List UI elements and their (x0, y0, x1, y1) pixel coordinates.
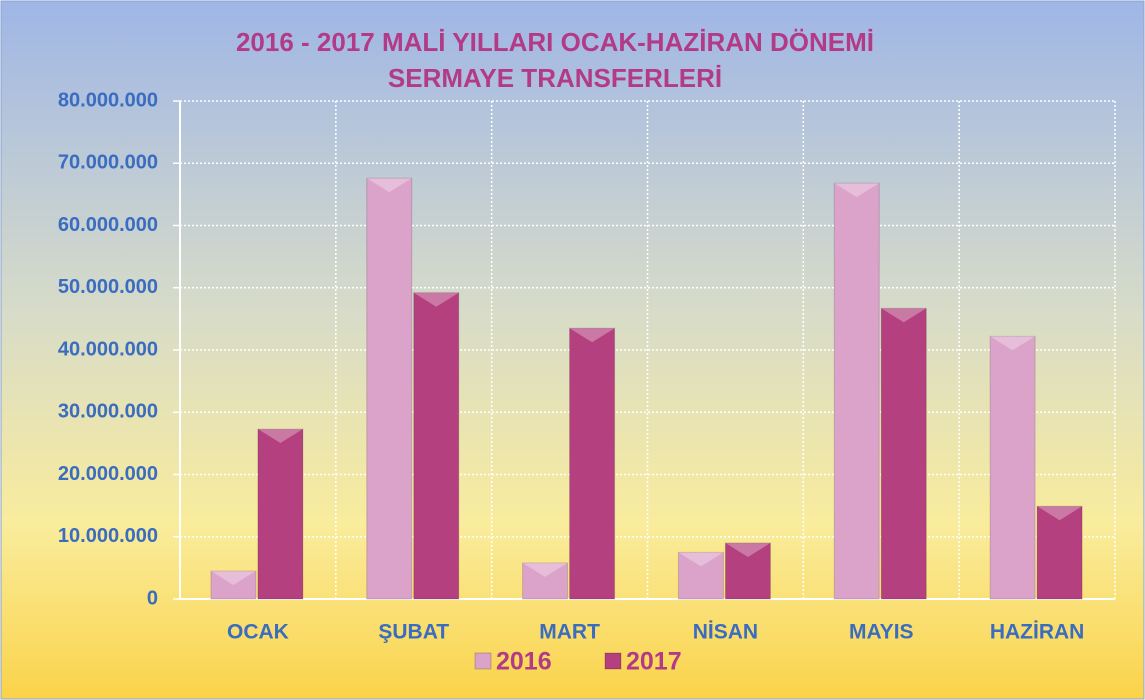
bar-bevel (569, 328, 615, 343)
bar-bevel (210, 570, 256, 585)
y-tick-label: 50.000.000 (58, 276, 158, 298)
bar-bevel (366, 178, 412, 193)
x-tick-label: OCAK (227, 621, 289, 644)
bar-bevel (881, 308, 927, 323)
y-tick-label: 80.000.000 (58, 89, 158, 111)
bar (880, 307, 927, 600)
y-tick-label: 10.000.000 (58, 525, 158, 547)
bar-bevel (725, 542, 771, 557)
bar (210, 570, 257, 600)
x-tick-label: NİSAN (693, 621, 758, 644)
bar (677, 551, 724, 600)
x-tick-label: ŞUBAT (378, 621, 449, 644)
bar (833, 182, 880, 600)
bar-bevel (522, 562, 568, 577)
bar-bevel (257, 429, 303, 444)
legend-marker (604, 652, 622, 670)
y-tick-label: 40.000.000 (58, 338, 158, 360)
legend-label: 2016 (496, 648, 552, 676)
bar (522, 562, 569, 600)
bar (724, 542, 771, 600)
y-tick-label: 70.000.000 (58, 152, 158, 174)
bar-bevel (1037, 506, 1083, 521)
bar-bevel (678, 552, 724, 567)
x-tick-label: MART (539, 621, 600, 644)
bar-bevel (990, 336, 1036, 351)
chart-subtitle: SERMAYE TRANSFERLERİ (388, 63, 722, 93)
legend-marker (474, 652, 492, 670)
y-tick-label: 60.000.000 (58, 214, 158, 236)
x-tick-label: HAZİRAN (990, 621, 1085, 644)
bar (569, 327, 616, 600)
legend-label: 2017 (626, 648, 682, 676)
y-tick-label: 30.000.000 (58, 401, 158, 423)
y-tick-label: 0 (147, 587, 158, 609)
bar-bevel (413, 292, 459, 307)
bar (989, 335, 1036, 600)
chart-title: 2016 - 2017 MALİ YILLARI OCAK-HAZİRAN DÖ… (236, 27, 874, 57)
bar (366, 177, 413, 600)
x-tick-label: MAYIS (849, 621, 914, 644)
bar (413, 292, 460, 600)
bar (257, 428, 304, 600)
bar-bevel (834, 183, 880, 198)
bar (1036, 505, 1083, 600)
y-tick-label: 20.000.000 (58, 463, 158, 485)
